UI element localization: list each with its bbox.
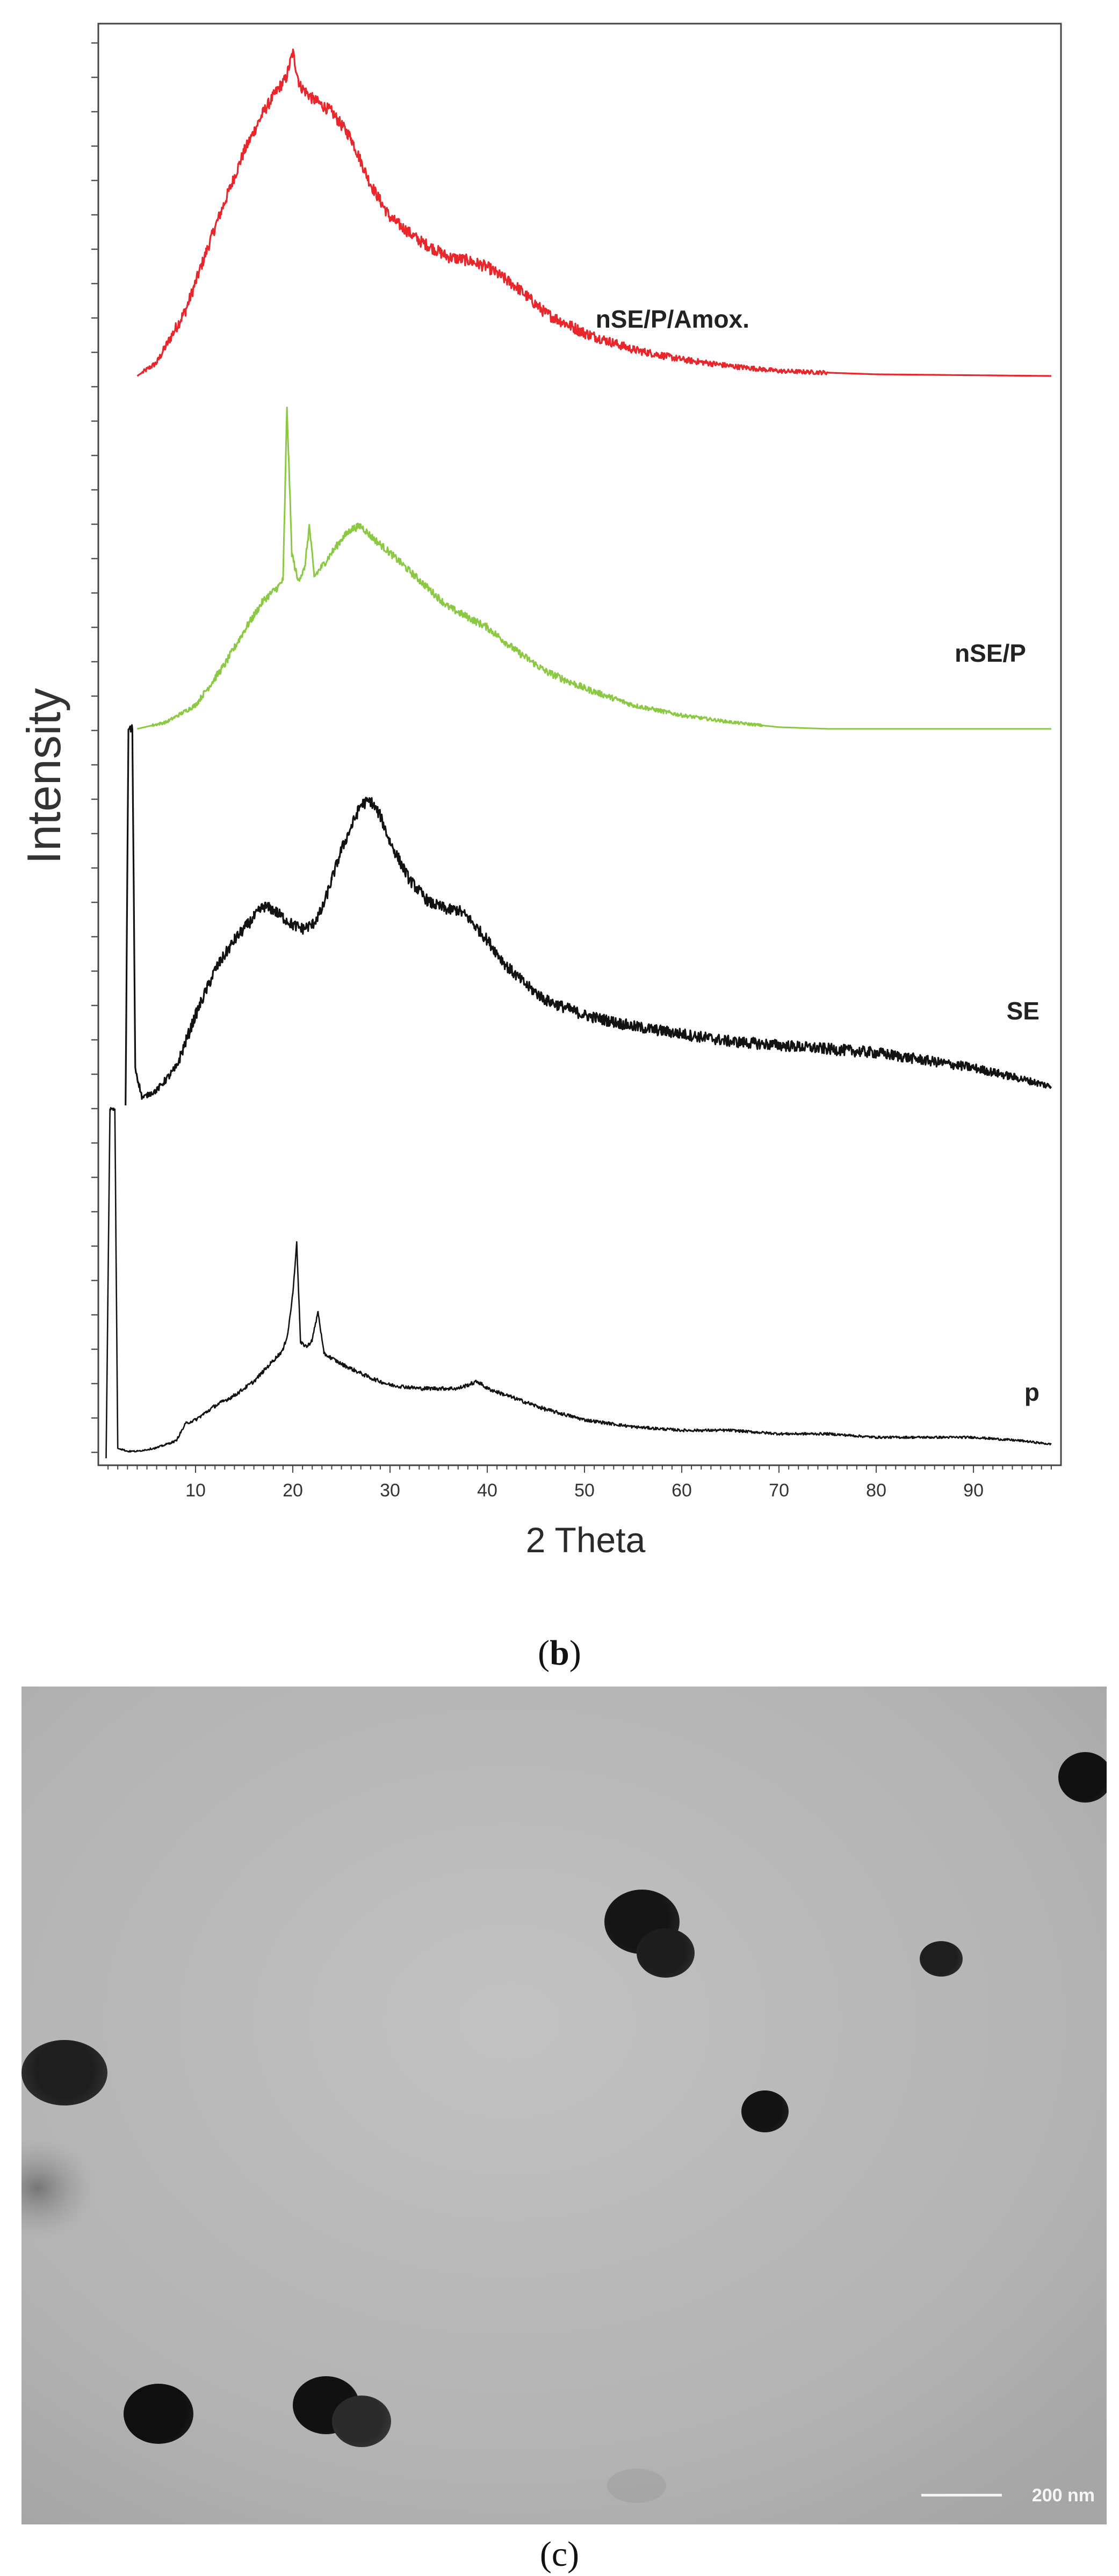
x-tick-label: 40 — [477, 1480, 497, 1501]
nanoparticle — [21, 2040, 107, 2105]
x-axis-ticks: 10 20 30 40 50 60 70 80 90 — [107, 1465, 1052, 1501]
curve-label: SE — [1007, 997, 1039, 1025]
y-axis-ticks — [91, 42, 98, 1453]
curve-labels: nSE/P/Amox. nSE/P SE p — [596, 305, 1039, 1406]
x-tick-label: 60 — [672, 1480, 692, 1501]
faint-spot — [607, 2469, 666, 2503]
x-tick-label: 90 — [963, 1480, 984, 1501]
caption-b: (b) — [538, 1633, 581, 1673]
nanoparticle — [124, 2384, 193, 2444]
x-tick-label: 20 — [283, 1480, 303, 1501]
x-tick-label: 50 — [574, 1480, 595, 1501]
nanoparticle — [332, 2396, 391, 2447]
scale-bar — [921, 2494, 1002, 2497]
curve-p — [105, 1107, 1052, 1459]
nanoparticle — [637, 1928, 695, 1978]
tem-micrograph: 200 nm — [21, 1687, 1107, 2524]
nanoparticle — [741, 2090, 789, 2132]
y-axis-label: Intensity — [17, 688, 70, 864]
blurred-particle — [21, 2137, 97, 2239]
x-tick-label: 10 — [185, 1480, 206, 1501]
curve-label: nSE/P/Amox. — [596, 305, 749, 333]
xrd-chart: 10 20 30 40 50 60 70 80 90 nSE/P/Amox. nSE/P SE p 2… — [17, 23, 1062, 1560]
curve-label: nSE/P — [955, 639, 1026, 667]
x-tick-label: 80 — [866, 1480, 886, 1501]
curve-nse-p — [137, 407, 1052, 730]
caption-c-letter: c — [551, 2535, 568, 2574]
caption-c: (c) — [539, 2535, 580, 2574]
xrd-curves — [105, 48, 1052, 1459]
x-axis-label: 2 Theta — [526, 1520, 646, 1560]
nanoparticle — [920, 1941, 963, 1977]
x-tick-label: 30 — [380, 1480, 400, 1501]
curve-se — [125, 724, 1052, 1106]
tem-background — [21, 1687, 1107, 2524]
plot-area-frame — [97, 23, 1062, 1466]
caption-b-letter: b — [550, 1633, 569, 1673]
x-tick-label: 70 — [769, 1480, 789, 1501]
curve-label: p — [1024, 1378, 1039, 1406]
nanoparticle — [1058, 1752, 1107, 1803]
curve-nse-p-amox — [136, 48, 1052, 377]
scale-bar-label: 200 nm — [1031, 2485, 1095, 2506]
